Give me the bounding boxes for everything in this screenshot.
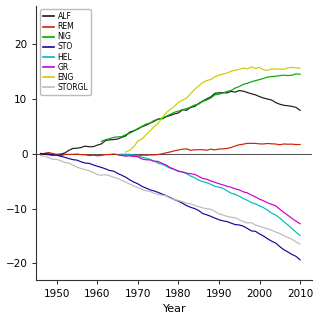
Legend: ALF, REM, NIG, STO, HEL, GR, ENG, STORGL: ALF, REM, NIG, STO, HEL, GR, ENG, STORGL: [40, 9, 91, 95]
X-axis label: Year: Year: [163, 304, 186, 315]
